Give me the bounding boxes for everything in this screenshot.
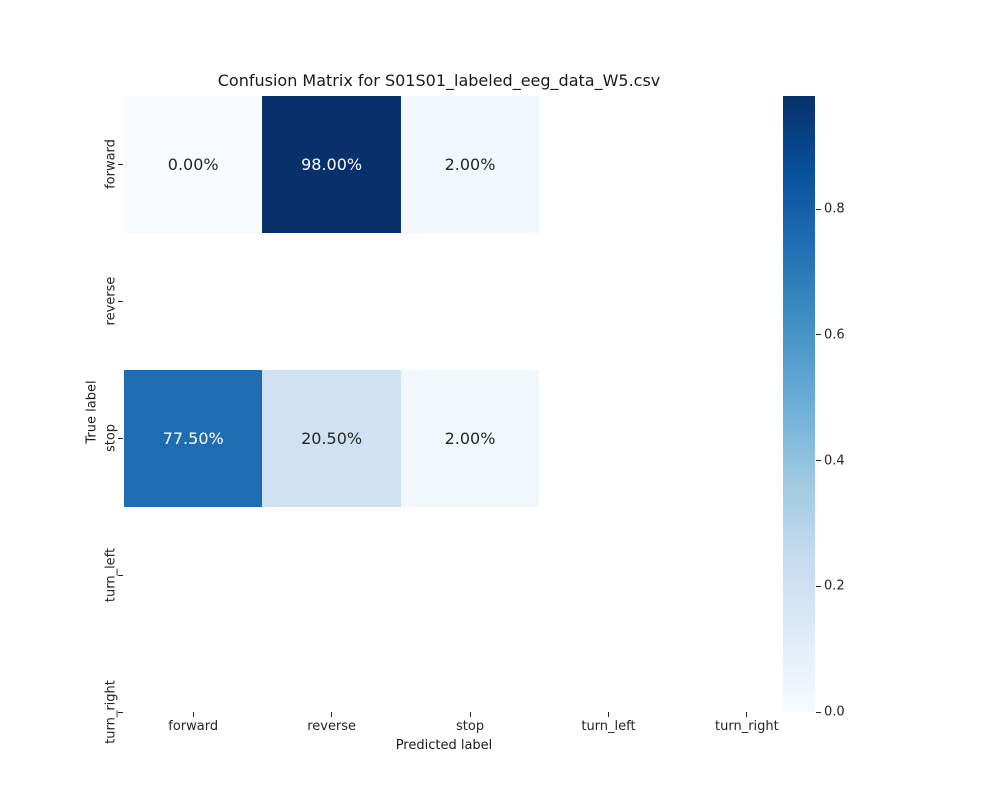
x-tick-mark	[607, 712, 609, 717]
heatmap-cell: 2.00%	[400, 96, 540, 233]
colorbar-tick-label: 0.6	[824, 327, 845, 343]
x-tick-mark	[746, 712, 748, 717]
x-tick-label: stop	[456, 719, 485, 734]
y-tick-label: reverse	[103, 276, 119, 326]
x-tick-label: turn_left	[581, 719, 636, 734]
x-tick-label: turn_right	[715, 719, 779, 734]
y-tick-mark	[118, 574, 123, 576]
x-tick-mark	[469, 712, 471, 717]
heatmap-cell: 0.00%	[124, 96, 263, 233]
heatmap-cell: 98.00%	[262, 96, 401, 233]
colorbar-tick-mark	[816, 460, 821, 462]
x-tick-label: reverse	[307, 719, 357, 734]
colorbar	[783, 96, 815, 712]
heatmap-cell: 20.50%	[262, 369, 401, 507]
chart-title: Confusion Matrix for S01S01_labeled_eeg_…	[217, 71, 661, 90]
y-tick-mark	[118, 437, 123, 439]
colorbar-tick-label: 0.4	[824, 453, 845, 469]
y-tick-label: stop	[103, 424, 119, 453]
colorbar-tick-mark	[816, 334, 821, 336]
colorbar-tick-label: 0.8	[824, 201, 845, 217]
x-tick-mark	[192, 712, 194, 717]
y-tick-label: turn_right	[103, 680, 119, 744]
colorbar-tick-mark	[816, 208, 821, 210]
x-tick-mark	[331, 712, 333, 717]
y-tick-label: turn_left	[103, 547, 119, 603]
y-tick-mark	[118, 300, 123, 302]
colorbar-tick-mark	[816, 585, 821, 587]
heatmap-cell: 2.00%	[400, 369, 540, 507]
y-tick-mark	[118, 163, 123, 165]
x-axis-label: Predicted label	[395, 738, 493, 753]
colorbar-tick-label: 0.2	[824, 578, 845, 594]
colorbar-tick-label: 0.0	[824, 704, 845, 720]
x-tick-label: forward	[168, 719, 219, 734]
colorbar-tick-mark	[816, 711, 821, 713]
heatmap-cell: 77.50%	[124, 369, 263, 507]
y-tick-mark	[118, 711, 123, 713]
y-tick-label: forward	[103, 139, 119, 190]
y-axis-label: True label	[84, 380, 100, 444]
